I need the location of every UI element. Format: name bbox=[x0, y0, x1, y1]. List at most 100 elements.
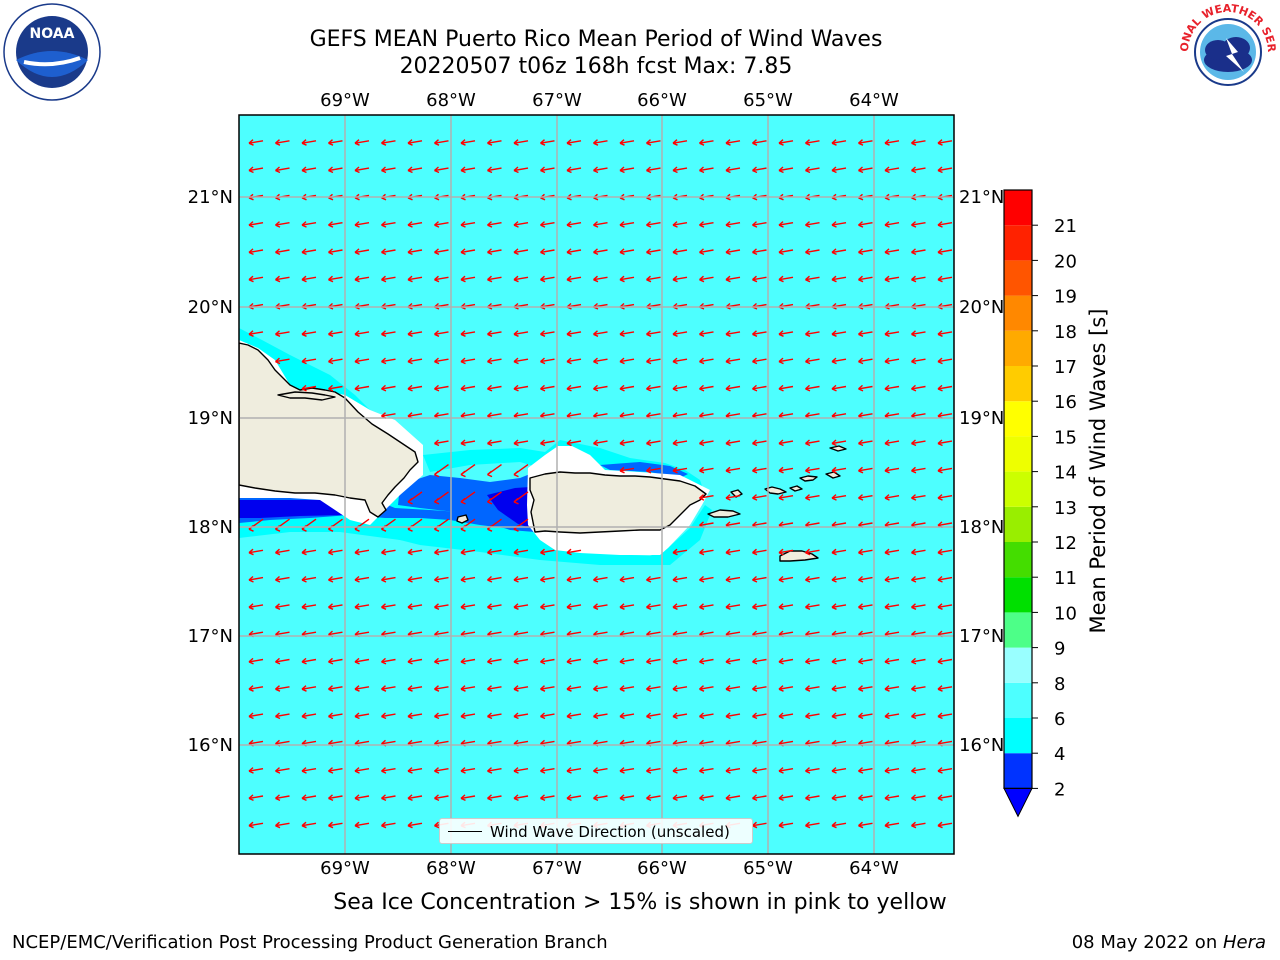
wave-direction-arrow bbox=[513, 139, 529, 146]
wave-direction-arrow bbox=[540, 139, 555, 146]
wave-direction-arrow bbox=[301, 275, 317, 283]
wave-direction-arrow bbox=[752, 357, 767, 365]
wave-direction-arrow bbox=[301, 139, 317, 146]
footer-machine: Hera bbox=[1222, 932, 1266, 953]
wave-direction-arrow bbox=[725, 248, 741, 256]
wave-direction-arrow bbox=[354, 767, 370, 774]
colorbar-segment bbox=[1004, 612, 1032, 648]
lon-label-top: 65°W bbox=[743, 90, 793, 111]
wave-direction-arrow bbox=[778, 275, 794, 283]
wave-direction-arrow bbox=[540, 712, 555, 720]
lat-label-right: 17°N bbox=[959, 626, 1004, 647]
wave-direction-arrow bbox=[778, 384, 794, 392]
wave-direction-arrow bbox=[540, 603, 555, 610]
wave-direction-arrow bbox=[858, 657, 873, 665]
colorbar-segment bbox=[1004, 471, 1032, 507]
colorbar-segment bbox=[1004, 225, 1032, 261]
wave-direction-arrow bbox=[805, 712, 820, 720]
wave-direction-arrow bbox=[699, 575, 714, 583]
wave-direction-arrow bbox=[831, 330, 847, 337]
wave-direction-arrow bbox=[858, 166, 873, 174]
wave-direction-arrow bbox=[646, 384, 661, 392]
wave-direction-arrow bbox=[725, 166, 741, 174]
wave-direction-arrow bbox=[434, 491, 449, 505]
sea-ice-caption: Sea Ice Concentration > 15% is shown in … bbox=[333, 890, 947, 915]
wave-direction-arrow bbox=[275, 657, 290, 665]
lon-label-top: 68°W bbox=[426, 90, 476, 111]
wave-direction-arrow bbox=[487, 330, 502, 337]
wave-direction-arrow bbox=[672, 357, 688, 365]
wave-direction-arrow bbox=[911, 466, 926, 474]
wave-direction-arrow bbox=[460, 384, 476, 392]
map-legend: Wind Wave Direction (unscaled) bbox=[439, 818, 753, 844]
wave-direction-arrow bbox=[725, 794, 741, 802]
saint-thomas bbox=[764, 486, 787, 495]
wave-direction-arrow bbox=[434, 657, 449, 665]
wave-direction-arrow bbox=[699, 357, 714, 365]
wave-direction-arrow bbox=[725, 494, 741, 501]
wave-direction-arrow bbox=[487, 548, 502, 556]
colorbar-segment bbox=[1004, 753, 1032, 789]
wave-direction-arrow bbox=[487, 575, 502, 583]
wave-direction-arrow bbox=[699, 384, 714, 392]
wave-direction-arrow bbox=[593, 357, 608, 365]
wave-direction-arrow bbox=[884, 685, 900, 692]
wave-direction-arrow bbox=[487, 221, 502, 228]
wave-direction-arrow bbox=[752, 139, 767, 146]
wave-direction-arrow bbox=[407, 491, 423, 505]
wave-direction-arrow bbox=[248, 657, 264, 665]
wave-direction-arrow bbox=[540, 767, 555, 774]
wave-direction-arrow bbox=[593, 248, 608, 256]
wave-direction-arrow bbox=[937, 494, 953, 501]
wave-direction-arrow bbox=[884, 821, 900, 829]
wave-direction-arrow bbox=[275, 275, 290, 283]
wave-direction-arrow bbox=[248, 248, 264, 256]
wave-direction-arrow bbox=[460, 603, 476, 610]
virgin-gorda bbox=[825, 471, 841, 479]
wave-direction-arrow bbox=[646, 794, 661, 802]
legend-label: Wind Wave Direction (unscaled) bbox=[490, 823, 730, 841]
colorbar-tick-label: 20 bbox=[1054, 251, 1077, 272]
wave-direction-arrow bbox=[434, 439, 449, 447]
wave-direction-arrow bbox=[778, 357, 794, 365]
wave-direction-arrow bbox=[937, 330, 953, 337]
mona-island bbox=[456, 514, 469, 524]
wave-direction-arrow bbox=[566, 248, 582, 256]
wave-direction-arrow bbox=[646, 767, 661, 774]
colorbar-segment bbox=[1004, 506, 1032, 542]
wave-direction-arrow bbox=[831, 685, 847, 692]
wave-direction-arrow bbox=[434, 794, 449, 802]
wave-direction-arrow bbox=[434, 139, 449, 146]
wave-direction-arrow bbox=[725, 221, 741, 228]
wave-direction-arrow bbox=[275, 330, 290, 337]
wave-direction-arrow bbox=[328, 603, 343, 610]
wave-direction-arrow bbox=[328, 221, 343, 228]
wave-direction-arrow bbox=[937, 603, 953, 610]
wave-direction-arrow bbox=[328, 767, 343, 774]
wave-direction-arrow bbox=[619, 384, 635, 392]
wave-direction-arrow bbox=[752, 248, 767, 256]
wave-direction-arrow bbox=[911, 767, 926, 774]
wave-direction-arrow bbox=[699, 685, 714, 692]
wave-direction-arrow bbox=[725, 466, 741, 474]
wave-direction-arrow bbox=[593, 794, 608, 802]
wave-direction-arrow bbox=[672, 603, 688, 610]
wave-direction-arrow bbox=[805, 221, 820, 228]
wave-direction-arrow bbox=[248, 794, 264, 802]
wave-direction-arrow bbox=[672, 166, 688, 174]
wave-direction-arrow bbox=[805, 439, 820, 447]
wave-direction-arrow bbox=[248, 821, 264, 829]
wave-direction-arrow bbox=[831, 466, 847, 474]
wave-direction-arrow bbox=[858, 330, 873, 337]
wave-direction-arrow bbox=[301, 248, 317, 256]
wave-direction-arrow bbox=[460, 575, 476, 583]
wave-direction-arrow bbox=[725, 330, 741, 337]
wave-direction-arrow bbox=[540, 657, 555, 665]
wave-direction-arrow bbox=[487, 384, 502, 392]
wave-direction-arrow bbox=[752, 275, 767, 283]
title-line-1: GEFS MEAN Puerto Rico Mean Period of Win… bbox=[309, 27, 883, 52]
wave-direction-arrow bbox=[752, 685, 767, 692]
title-line-2: 20220507 t06z 168h fcst Max: 7.85 bbox=[399, 54, 793, 79]
wave-direction-arrow bbox=[381, 248, 396, 256]
